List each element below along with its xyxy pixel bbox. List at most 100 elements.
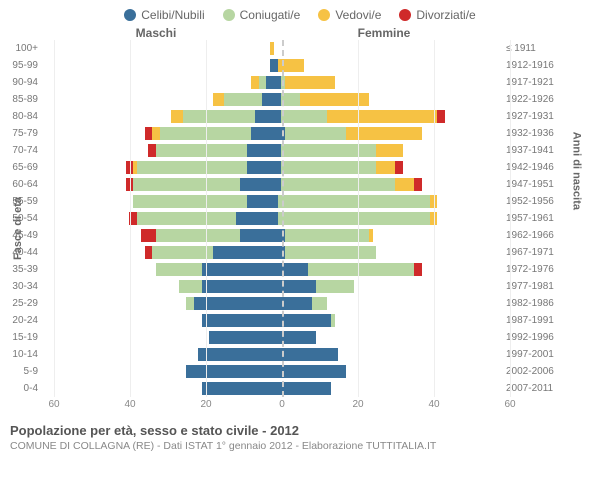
year-label: 1932-1936 [498,128,570,139]
bar-segment [270,365,346,378]
age-label: 100+ [12,43,42,54]
bar-segment [186,297,194,310]
pyramid-row: 75-791932-1936 [12,125,582,142]
age-label: 90-94 [12,77,42,88]
bar-segment [236,212,270,225]
bar-segment [270,297,312,310]
chart-subtitle: COMUNE DI COLLAGNA (RE) - Dati ISTAT 1° … [10,440,590,452]
bar-segment [247,144,270,157]
age-label: 70-74 [12,145,42,156]
year-label: 1967-1971 [498,247,570,258]
bar-segment [202,280,270,293]
female-bars [270,313,498,328]
bar-segment [281,110,327,123]
female-bars [270,58,498,73]
bar-segment [285,127,346,140]
pyramid-row: 55-591952-1956 [12,193,582,210]
bar-segment [224,93,262,106]
bar-segment [259,76,267,89]
bar-group [42,194,498,209]
female-bars [270,109,498,124]
pyramid-row: 95-99 1912-1916 [12,57,582,74]
female-bars [270,279,498,294]
age-label: 85-89 [12,94,42,105]
male-bars [42,160,270,175]
legend-label: Divorziati/e [416,8,475,22]
male-bars [42,194,270,209]
bar-segment [156,263,202,276]
year-label: 1972-1976 [498,264,570,275]
bar-segment [376,161,395,174]
legend-item: Divorziati/e [399,8,475,22]
bar-segment [270,280,316,293]
age-label: 60-64 [12,179,42,190]
male-bars [42,75,270,90]
bar-segment [194,297,270,310]
bar-segment [308,263,414,276]
bar-segment [331,314,335,327]
age-label: 45-49 [12,230,42,241]
year-label: 1987-1991 [498,315,570,326]
bar-segment [281,144,376,157]
legend-item: Celibi/Nubili [124,8,204,22]
bar-segment [262,93,270,106]
bar-segment [156,144,247,157]
bar-segment [148,144,156,157]
age-label: 10-14 [12,349,42,360]
bar-segment [152,127,160,140]
legend-swatch [318,9,330,21]
legend-swatch [124,9,136,21]
bar-segment [316,280,354,293]
bar-group [42,364,498,379]
bar-segment [270,76,281,89]
bar-segment [281,161,376,174]
year-label: 1922-1926 [498,94,570,105]
male-bars [42,381,270,396]
bar-segment [126,178,134,191]
bar-segment [171,110,182,123]
header-male: Maschi [42,26,270,40]
rows-container: 100+≤ 191195-991912-191690-941917-192185… [12,40,582,397]
bar-segment [430,212,438,225]
bar-group [42,296,498,311]
female-bars [270,194,498,209]
male-bars [42,313,270,328]
legend-swatch [223,9,235,21]
x-tick: 60 [48,399,59,410]
pyramid-row: 20-241987-1991 [12,312,582,329]
bar-segment [270,195,278,208]
female-bars [270,160,498,175]
bar-segment [202,263,270,276]
male-bars [42,330,270,345]
bar-segment [270,178,281,191]
age-label: 55-59 [12,196,42,207]
female-bars [270,177,498,192]
bar-segment [240,229,270,242]
pyramid-row: 60-641947-1951 [12,176,582,193]
bar-segment [281,93,300,106]
pyramid-row: 40-441967-1971 [12,244,582,261]
bar-segment [270,59,278,72]
bar-segment [213,246,270,259]
bar-segment [369,229,373,242]
bar-segment [437,110,445,123]
legend: Celibi/NubiliConiugati/eVedovi/eDivorzia… [0,0,600,26]
female-bars [270,228,498,243]
bar-segment [270,93,281,106]
male-bars [42,296,270,311]
bar-group [42,92,498,107]
bar-group [42,279,498,294]
year-label: 1937-1941 [498,145,570,156]
female-bars [270,211,498,226]
year-label: 2007-2011 [498,383,570,394]
bar-group [42,109,498,124]
year-label: 1942-1946 [498,162,570,173]
bar-segment [270,314,331,327]
bar-group [42,143,498,158]
age-label: 95-99 [12,60,42,71]
bar-segment [278,212,430,225]
bar-group [42,126,498,141]
pyramid-row: 10-141997-2001 [12,346,582,363]
year-label: 1912-1916 [498,60,570,71]
bar-group [42,313,498,328]
